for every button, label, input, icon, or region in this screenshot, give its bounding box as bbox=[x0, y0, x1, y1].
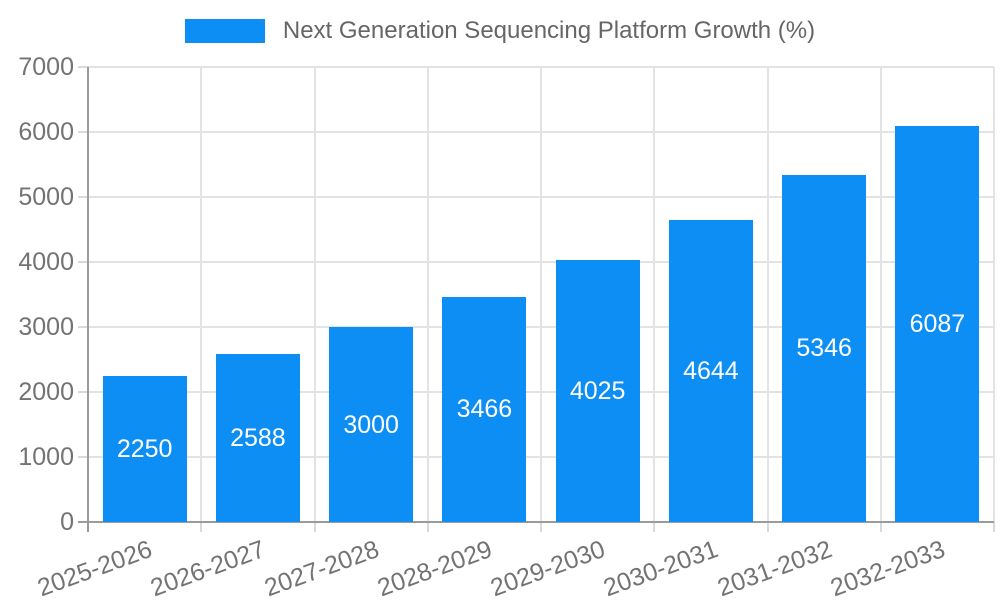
bar bbox=[895, 126, 980, 522]
bar-value-label: 2250 bbox=[116, 434, 173, 463]
y-axis-tick-label: 4000 bbox=[18, 248, 74, 276]
legend-label: Next Generation Sequencing Platform Grow… bbox=[282, 17, 816, 44]
gridline-vertical bbox=[766, 67, 769, 522]
bar-value-label: 3466 bbox=[456, 395, 513, 424]
bar bbox=[215, 353, 300, 522]
legend-swatch-icon bbox=[184, 19, 265, 43]
x-axis-tick-label: 2025-2026 bbox=[33, 535, 156, 600]
bar bbox=[329, 327, 414, 522]
bar-value-label: 5346 bbox=[796, 334, 852, 363]
legend: Next Generation Sequencing Platform Grow… bbox=[0, 16, 1000, 46]
y-axis-tick-label: 1000 bbox=[18, 443, 74, 471]
x-axis-tick-label: 2030-2031 bbox=[600, 535, 723, 600]
bar-value-label: 3000 bbox=[343, 410, 399, 439]
y-axis-tick-label: 0 bbox=[60, 508, 74, 536]
bar bbox=[102, 375, 187, 522]
x-axis-tick bbox=[766, 522, 769, 532]
x-axis-line bbox=[78, 521, 994, 523]
gridline-vertical bbox=[200, 67, 203, 522]
y-axis-tick bbox=[78, 326, 88, 328]
x-axis-tick bbox=[879, 522, 882, 532]
x-axis-tick bbox=[313, 522, 316, 532]
x-axis-tick bbox=[426, 522, 429, 532]
y-axis-tick-label: 7000 bbox=[18, 53, 74, 81]
bar-value-label: 4644 bbox=[683, 357, 739, 386]
y-axis-tick-label: 5000 bbox=[18, 183, 74, 211]
y-axis-tick bbox=[78, 456, 88, 458]
y-axis-tick bbox=[78, 131, 88, 133]
legend-item[interactable]: Next Generation Sequencing Platform Grow… bbox=[184, 16, 816, 46]
y-axis-tick bbox=[78, 391, 88, 393]
y-axis-tick bbox=[78, 66, 88, 68]
bar-value-label: 2588 bbox=[230, 423, 286, 452]
gridline-vertical bbox=[540, 67, 542, 522]
gridline-vertical bbox=[993, 67, 995, 522]
y-axis-tick bbox=[78, 261, 88, 263]
bar bbox=[668, 220, 753, 522]
bar bbox=[442, 296, 527, 522]
x-axis-tick-label: 2032-2033 bbox=[826, 535, 949, 600]
x-axis-tick-label: 2026-2027 bbox=[147, 535, 270, 600]
y-axis-line bbox=[87, 67, 89, 532]
gridline-vertical bbox=[426, 67, 429, 522]
bar-value-label: 4025 bbox=[569, 377, 626, 406]
x-axis-tick bbox=[540, 522, 542, 532]
x-axis-tick-label: 2029-2030 bbox=[486, 535, 609, 600]
x-axis-tick-label: 2028-2029 bbox=[373, 535, 496, 600]
gridline-vertical bbox=[879, 67, 882, 522]
y-axis-tick bbox=[78, 196, 88, 198]
gridline-vertical bbox=[653, 67, 656, 522]
x-axis-tick bbox=[200, 522, 203, 532]
bar bbox=[782, 174, 867, 522]
x-axis-tick bbox=[653, 522, 656, 532]
y-axis-tick-label: 3000 bbox=[18, 313, 74, 341]
bar bbox=[555, 260, 640, 522]
y-axis-tick-label: 2000 bbox=[18, 378, 74, 406]
gridline-vertical bbox=[313, 67, 316, 522]
x-axis-tick-label: 2031-2032 bbox=[713, 535, 836, 600]
y-axis-tick-label: 6000 bbox=[18, 118, 74, 146]
x-axis-tick bbox=[993, 522, 995, 532]
bar-value-label: 6087 bbox=[909, 310, 966, 339]
x-axis-tick-label: 2027-2028 bbox=[260, 535, 383, 600]
